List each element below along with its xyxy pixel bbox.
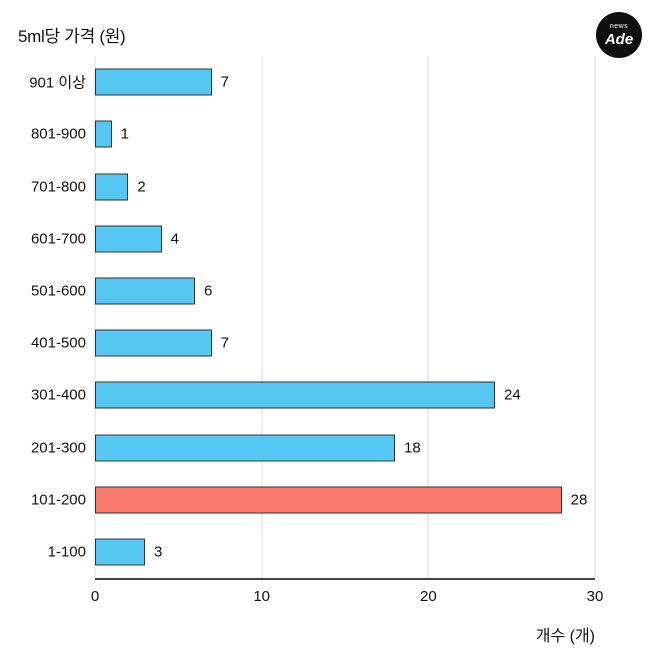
news-ade-logo: news Ade [596, 12, 642, 58]
chart-title: 5ml당 가격 (원) [18, 27, 126, 46]
category-label: 801-900 [30, 125, 86, 143]
category-label: 1-100 [47, 543, 86, 561]
bar [95, 381, 495, 409]
x-tick-label: 20 [419, 588, 437, 605]
x-axis-ticks: 0 10 20 30 [91, 588, 604, 608]
gridline [261, 56, 263, 578]
chart-row: 601-700 4 [31, 213, 595, 265]
plot-area: 901 이상 7 801-900 1 701-800 2 601-700 4 501-600 6 4… [29, 56, 596, 580]
category-label: 501-600 [30, 282, 86, 300]
logo-text-large: Ade [604, 31, 634, 48]
chart-row: 201-300 18 [31, 421, 595, 473]
bar [95, 120, 112, 148]
category-label: 301-400 [30, 386, 86, 404]
chart-row: 301-400 24 [31, 369, 595, 421]
chart-row: 501-600 6 [31, 265, 595, 317]
value-label: 7 [220, 73, 229, 91]
bar [95, 329, 212, 357]
chart-row: 401-500 7 [31, 317, 595, 369]
category-label: 701-800 [30, 178, 86, 195]
value-label: 3 [154, 543, 163, 561]
value-label: 7 [220, 334, 229, 352]
bar [95, 277, 195, 305]
bar [95, 68, 212, 96]
x-tick-label: 0 [90, 588, 100, 605]
x-axis-label: 개수 (개) [535, 628, 595, 645]
gridline [94, 56, 96, 578]
gridline [594, 56, 596, 578]
bar [95, 434, 395, 462]
chart-row: 701-800 2 [31, 160, 595, 212]
category-label: 101-200 [30, 491, 86, 509]
category-label: 401-500 [30, 334, 86, 352]
bar [95, 173, 129, 200]
chart-row: 801-900 1 [31, 108, 595, 160]
value-label: 4 [170, 230, 179, 248]
chart-row: 901 이상 7 [29, 56, 595, 108]
value-label: 28 [570, 491, 588, 509]
chart-row: 1-100 3 [48, 526, 595, 578]
category-label: 601-700 [30, 230, 86, 248]
value-label: 18 [404, 439, 421, 457]
bar-highlighted [95, 486, 562, 514]
value-label: 2 [137, 178, 146, 195]
gridlines [94, 56, 596, 578]
bar [95, 538, 145, 566]
bar [95, 225, 162, 253]
gridline [427, 56, 429, 578]
x-tick-label: 10 [253, 588, 270, 605]
value-label: 1 [120, 125, 129, 143]
category-label: 901 이상 [29, 74, 86, 92]
logo-text-small: news [609, 23, 629, 30]
bar-rows: 901 이상 7 801-900 1 701-800 2 601-700 4 501-600 6 4… [29, 56, 595, 578]
x-tick-label: 30 [586, 588, 604, 605]
value-label: 6 [204, 282, 213, 300]
category-label: 201-300 [30, 439, 86, 457]
chart-row: 101-200 28 [31, 474, 595, 526]
value-label: 24 [504, 386, 521, 404]
